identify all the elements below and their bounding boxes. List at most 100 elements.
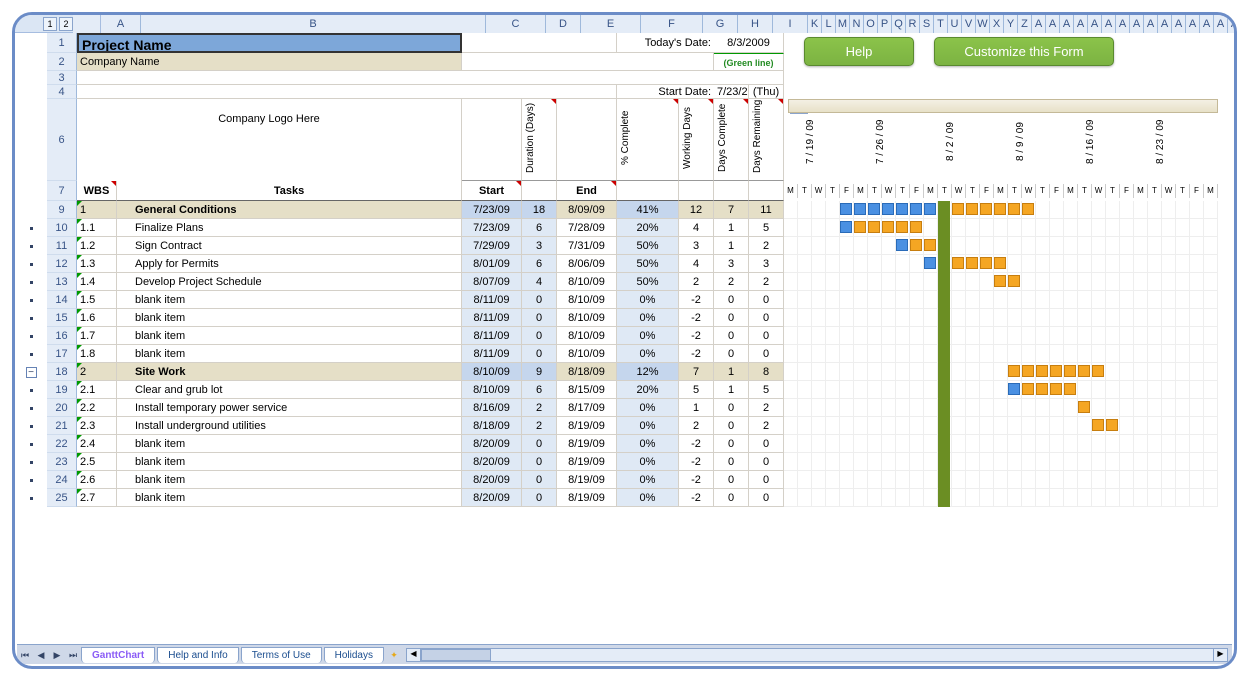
start-cell[interactable]: 8/18/09 xyxy=(462,417,522,435)
duration-cell[interactable]: 2 xyxy=(522,399,557,417)
row-header-15[interactable]: 15 xyxy=(47,309,77,327)
new-sheet-icon[interactable]: ✦ xyxy=(386,647,402,663)
duration-cell[interactable]: 0 xyxy=(522,345,557,363)
pct-cell[interactable]: 50% xyxy=(617,273,679,291)
task-name-cell[interactable]: Install underground utilities xyxy=(117,417,462,435)
pct-cell[interactable]: 0% xyxy=(617,345,679,363)
column-header-O[interactable]: O xyxy=(864,15,878,33)
start-cell[interactable]: 8/16/09 xyxy=(462,399,522,417)
row-header-22[interactable]: 22 xyxy=(47,435,77,453)
task-name-cell[interactable]: blank item xyxy=(117,309,462,327)
column-header-A[interactable]: A xyxy=(1172,15,1186,33)
pct-cell[interactable]: 50% xyxy=(617,237,679,255)
duration-cell[interactable]: 3 xyxy=(522,237,557,255)
row-header-21[interactable]: 21 xyxy=(47,417,77,435)
outline-level-1[interactable]: 1 xyxy=(43,17,57,31)
column-header-T[interactable]: T xyxy=(934,15,948,33)
pct-cell[interactable]: 0% xyxy=(617,309,679,327)
column-header-R[interactable]: R xyxy=(906,15,920,33)
column-header-A[interactable]: A xyxy=(1144,15,1158,33)
column-header-A[interactable]: A xyxy=(1158,15,1172,33)
sheet-tab-ganttchart[interactable]: GanttChart xyxy=(81,647,155,663)
pct-cell[interactable]: 41% xyxy=(617,201,679,219)
wbs-cell[interactable]: 1.7 xyxy=(77,327,117,345)
wbs-cell[interactable]: 2.5 xyxy=(77,453,117,471)
wbs-cell[interactable]: 2.4 xyxy=(77,435,117,453)
outline-level-2[interactable]: 2 xyxy=(59,17,73,31)
duration-cell[interactable]: 0 xyxy=(522,489,557,507)
column-header-A[interactable]: A xyxy=(101,15,141,33)
wbs-cell[interactable]: 2.6 xyxy=(77,471,117,489)
start-cell[interactable]: 8/20/09 xyxy=(462,471,522,489)
column-header-I[interactable]: I xyxy=(773,15,808,33)
column-header-Z[interactable]: Z xyxy=(1018,15,1032,33)
column-header-P[interactable]: P xyxy=(878,15,892,33)
tab-nav-first[interactable]: ⏮ xyxy=(17,647,33,663)
outline-collapse[interactable]: − xyxy=(26,367,37,378)
row-header-18[interactable]: 18 xyxy=(47,363,77,381)
pct-cell[interactable]: 50% xyxy=(617,255,679,273)
start-cell[interactable]: 8/01/09 xyxy=(462,255,522,273)
pct-cell[interactable]: 0% xyxy=(617,327,679,345)
column-header-G[interactable]: G xyxy=(703,15,738,33)
column-header-N[interactable]: N xyxy=(850,15,864,33)
column-header-A[interactable]: A xyxy=(1060,15,1074,33)
help-button[interactable]: Help xyxy=(804,37,914,66)
task-name-cell[interactable]: blank item xyxy=(117,471,462,489)
pct-cell[interactable]: 0% xyxy=(617,399,679,417)
start-cell[interactable]: 8/20/09 xyxy=(462,435,522,453)
duration-cell[interactable]: 0 xyxy=(522,471,557,489)
pct-cell[interactable]: 0% xyxy=(617,435,679,453)
row-header-16[interactable]: 16 xyxy=(47,327,77,345)
column-header-A[interactable]: A xyxy=(1046,15,1060,33)
duration-cell[interactable]: 6 xyxy=(522,255,557,273)
task-name-cell[interactable]: blank item xyxy=(117,345,462,363)
task-name-cell[interactable]: Finalize Plans xyxy=(117,219,462,237)
column-header-E[interactable]: E xyxy=(581,15,641,33)
task-name-cell[interactable]: General Conditions xyxy=(117,201,462,219)
column-header-A[interactable]: A xyxy=(1032,15,1046,33)
row-header-3[interactable]: 3 xyxy=(47,71,77,85)
column-header-F[interactable]: F xyxy=(641,15,703,33)
row-header-13[interactable]: 13 xyxy=(47,273,77,291)
column-header-Y[interactable]: Y xyxy=(1004,15,1018,33)
row-header-24[interactable]: 24 xyxy=(47,471,77,489)
wbs-cell[interactable]: 2.1 xyxy=(77,381,117,399)
row-header-6[interactable]: 6 xyxy=(47,99,77,181)
duration-cell[interactable]: 0 xyxy=(522,309,557,327)
pct-cell[interactable]: 0% xyxy=(617,471,679,489)
pct-cell[interactable]: 0% xyxy=(617,489,679,507)
row-header-4[interactable]: 4 xyxy=(47,85,77,99)
select-all-corner[interactable] xyxy=(73,15,101,33)
task-name-cell[interactable]: Sign Contract xyxy=(117,237,462,255)
pct-cell[interactable]: 0% xyxy=(617,291,679,309)
task-name-cell[interactable]: blank item xyxy=(117,489,462,507)
task-name-cell[interactable]: blank item xyxy=(117,327,462,345)
company-name-cell[interactable]: Company Name xyxy=(77,53,462,71)
start-cell[interactable]: 8/10/09 xyxy=(462,363,522,381)
wbs-cell[interactable]: 2.3 xyxy=(77,417,117,435)
start-cell[interactable]: 8/20/09 xyxy=(462,489,522,507)
pct-cell[interactable]: 20% xyxy=(617,381,679,399)
start-cell[interactable]: 8/07/09 xyxy=(462,273,522,291)
start-cell[interactable]: 7/23/09 xyxy=(462,219,522,237)
wbs-cell[interactable]: 1.5 xyxy=(77,291,117,309)
row-header-2[interactable]: 2 xyxy=(47,53,77,71)
column-header-M[interactable]: M xyxy=(836,15,850,33)
duration-cell[interactable]: 18 xyxy=(522,201,557,219)
duration-cell[interactable]: 0 xyxy=(522,327,557,345)
column-header-H[interactable]: H xyxy=(738,15,773,33)
row-header-9[interactable]: 9 xyxy=(47,201,77,219)
row-header-20[interactable]: 20 xyxy=(47,399,77,417)
wbs-cell[interactable]: 1 xyxy=(77,201,117,219)
row-header-10[interactable]: 10 xyxy=(47,219,77,237)
pct-cell[interactable]: 0% xyxy=(617,453,679,471)
column-header-A[interactable]: A xyxy=(1186,15,1200,33)
wbs-cell[interactable]: 2 xyxy=(77,363,117,381)
wbs-cell[interactable]: 2.2 xyxy=(77,399,117,417)
sheet-tab-terms-of-use[interactable]: Terms of Use xyxy=(241,647,322,663)
task-name-cell[interactable]: Clear and grub lot xyxy=(117,381,462,399)
wbs-cell[interactable]: 1.1 xyxy=(77,219,117,237)
row-header-19[interactable]: 19 xyxy=(47,381,77,399)
column-header-B[interactable]: B xyxy=(141,15,486,33)
